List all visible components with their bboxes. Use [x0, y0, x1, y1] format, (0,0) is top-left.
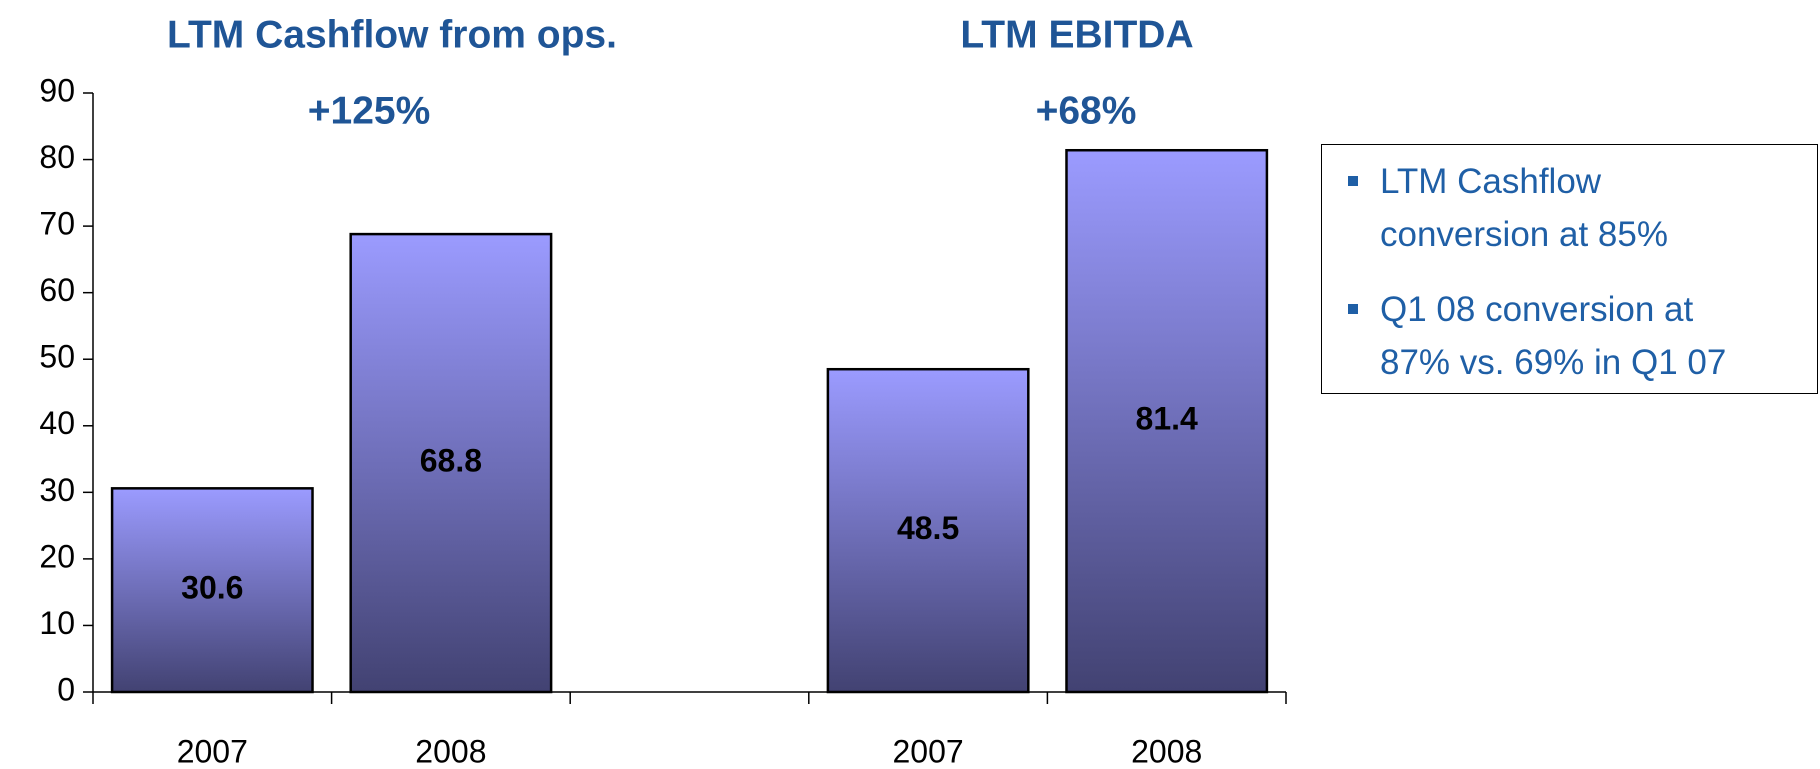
y-tick-label: 10	[39, 605, 75, 641]
bar	[110, 487, 314, 694]
annotation: +125%	[308, 89, 431, 132]
x-tick-label: 2008	[415, 733, 486, 769]
data-label: 81.4	[1136, 401, 1198, 437]
y-tick-label: 40	[39, 405, 75, 441]
bar	[349, 232, 553, 694]
notes-box: LTM Cashflow conversion at 85% Q1 08 con…	[1321, 144, 1818, 394]
y-tick-label: 0	[57, 671, 75, 707]
bar	[1065, 148, 1269, 694]
y-tick-label: 80	[39, 139, 75, 175]
y-tick-label: 90	[39, 72, 75, 108]
bar	[826, 367, 1030, 694]
data-label: 68.8	[420, 443, 482, 479]
data-label: 30.6	[181, 570, 243, 606]
y-tick-label: 70	[39, 206, 75, 242]
group-title: LTM Cashflow from ops.	[167, 13, 617, 56]
x-tick-label: 2007	[177, 733, 248, 769]
group-title: LTM EBITDA	[960, 13, 1193, 56]
x-tick-label: 2007	[893, 733, 964, 769]
y-tick-label: 50	[39, 339, 75, 375]
y-tick-label: 60	[39, 272, 75, 308]
notes-list: LTM Cashflow conversion at 85% Q1 08 con…	[1322, 155, 1817, 389]
x-tick-label: 2008	[1131, 733, 1202, 769]
annotation: +68%	[1036, 89, 1137, 132]
y-tick-label: 30	[39, 472, 75, 508]
note: LTM Cashflow conversion at 85%	[1322, 155, 1770, 261]
note: Q1 08 conversion at 87% vs. 69% in Q1 07	[1322, 283, 1770, 389]
data-label: 48.5	[897, 510, 959, 546]
y-tick-label: 20	[39, 538, 75, 574]
